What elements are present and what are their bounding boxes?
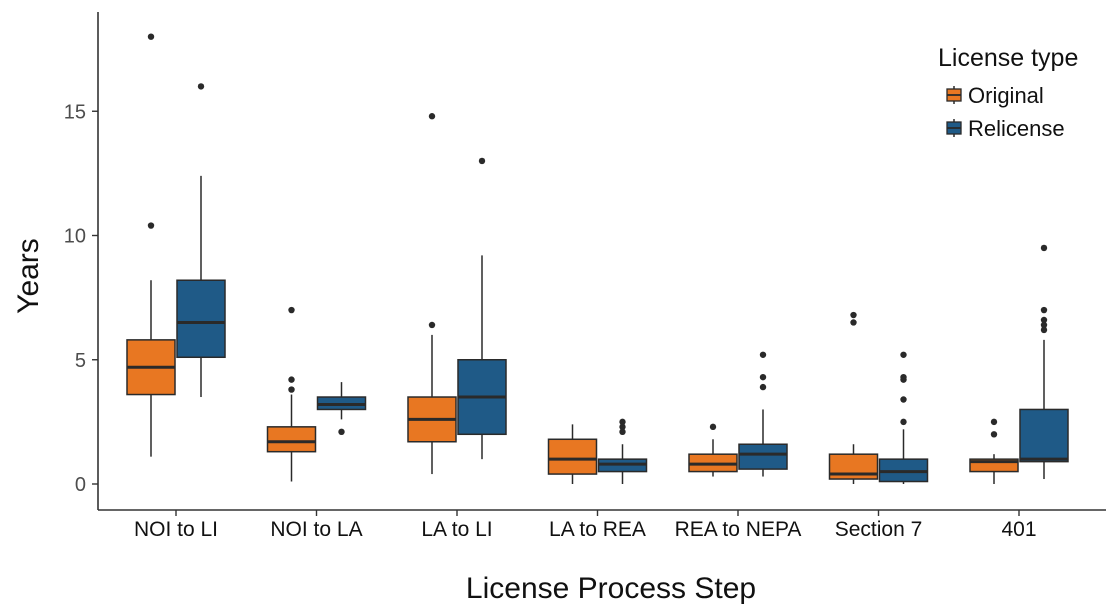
box-relicense-4	[738, 351, 788, 477]
box-relicense-3	[597, 418, 648, 484]
outlier-point	[850, 319, 857, 326]
outlier-point	[288, 376, 295, 383]
x-tick-label: 401	[1001, 518, 1036, 541]
box-body	[176, 279, 226, 359]
box-original-0	[126, 33, 176, 457]
box-body	[547, 438, 598, 475]
x-tick-label: LA to REA	[549, 518, 646, 541]
box-body	[266, 426, 317, 453]
outlier-point	[759, 383, 767, 391]
box-original-1	[266, 306, 317, 482]
outlier-point	[900, 418, 907, 426]
outlier-point	[850, 311, 857, 319]
outlier-point	[1040, 316, 1048, 324]
box-relicense-0	[176, 83, 226, 398]
y-axis-title: Years	[12, 238, 45, 314]
legend-label: Relicense	[968, 116, 1065, 141]
plot-area	[126, 33, 1069, 484]
x-tick-label: REA to NEPA	[675, 518, 802, 541]
legend: License type Original Relicense	[938, 44, 1078, 141]
outlier-point	[900, 396, 907, 403]
outlier-point	[1040, 306, 1048, 314]
legend-label: Original	[968, 83, 1044, 108]
outlier-point	[990, 418, 998, 426]
box-relicense-6	[1019, 244, 1069, 480]
outlier-point	[428, 321, 436, 329]
legend-item-relicense: Relicense	[946, 116, 1065, 141]
outlier-point	[1040, 244, 1048, 252]
outlier-point	[338, 428, 345, 436]
x-tick-label: NOI to LI	[134, 518, 218, 541]
outlier-point	[619, 418, 626, 426]
outlier-point	[147, 33, 155, 40]
outlier-point	[709, 423, 717, 431]
box-original-4	[688, 423, 738, 477]
outlier-point	[288, 306, 295, 314]
box-relicense-1	[316, 382, 367, 436]
y-tick-label: 5	[75, 350, 86, 372]
outlier-point	[759, 373, 767, 381]
box-original-2	[407, 113, 457, 475]
outlier-point	[147, 222, 155, 229]
outlier-point	[478, 157, 486, 165]
axes: 0 5 10 15 NOI to LI NOI to LA LA to LI LA to RE…	[64, 12, 1106, 541]
x-tick-label: NOI to LA	[270, 518, 362, 541]
x-tick-label: Section 7	[835, 518, 923, 541]
box-relicense-2	[457, 157, 507, 460]
outlier-point	[900, 351, 907, 358]
outlier-point	[900, 373, 907, 381]
box-original-6	[969, 418, 1019, 484]
y-tick-label: 10	[64, 226, 86, 248]
legend-item-original: Original	[946, 83, 1044, 108]
y-tick-label: 15	[64, 101, 86, 123]
outlier-point	[1040, 326, 1048, 334]
box-body	[738, 443, 788, 470]
outlier-point	[1040, 321, 1048, 329]
y-tick-label: 0	[75, 474, 86, 496]
box-original-5	[828, 311, 879, 484]
outlier-point	[619, 423, 626, 431]
legend-title: License type	[938, 44, 1078, 72]
box-relicense-5	[878, 351, 929, 484]
x-tick-label: LA to LI	[421, 518, 492, 541]
box-original-3	[547, 424, 598, 484]
outlier-point	[990, 431, 998, 438]
outlier-point	[759, 351, 767, 358]
x-axis-title: License Process Step	[466, 572, 756, 605]
outlier-point	[428, 113, 436, 120]
outlier-point	[619, 428, 626, 436]
outlier-point	[288, 386, 295, 393]
outlier-point	[197, 83, 205, 90]
box-body	[1019, 408, 1069, 463]
